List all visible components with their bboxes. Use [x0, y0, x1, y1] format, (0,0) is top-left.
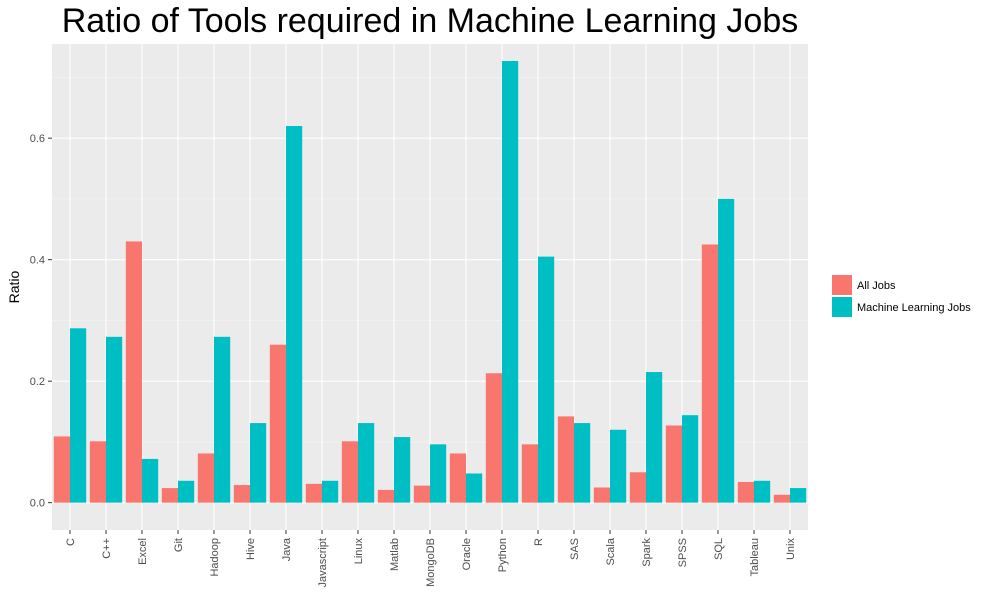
legend-label: Machine Learning Jobs: [857, 302, 971, 314]
bar-all-jobs-tableau: [737, 482, 754, 503]
x-tick-label: Tableau: [749, 538, 761, 577]
axes: 0.0 0.2 0.4 0.6 C C++ Excel Git Hadoop Hive Java Ja…: [6, 133, 797, 587]
bar-all-jobs-spark: [629, 472, 646, 503]
x-tick-label: C++: [101, 538, 113, 559]
bar-all-jobs-hadoop: [197, 453, 214, 503]
x-tick-label: Hive: [245, 538, 257, 560]
y-axis-title: Ratio: [6, 270, 22, 303]
bar-machine-learning-jobs-oracle: [466, 473, 483, 503]
bar-machine-learning-jobs-spss: [682, 415, 699, 503]
x-tick-label: MongoDB: [425, 538, 437, 587]
legend-key: [832, 297, 852, 317]
x-tick-label: Linux: [353, 538, 365, 565]
legend-key: [832, 275, 852, 295]
bar-machine-learning-jobs-matlab: [394, 437, 411, 503]
y-tick-label: 0.4: [30, 255, 45, 267]
x-tick-label: SPSS: [677, 538, 689, 567]
bar-machine-learning-jobs-sql: [718, 198, 735, 503]
x-tick-label: Hadoop: [209, 538, 221, 577]
chart-title: Ratio of Tools required in Machine Learn…: [61, 2, 799, 40]
x-tick-label: C: [65, 538, 77, 546]
y-tick-label: 0.2: [30, 376, 45, 388]
bar-machine-learning-jobs-mongodb: [430, 444, 447, 503]
bar-machine-learning-jobs-c: [106, 336, 123, 503]
x-tick-label: Java: [281, 537, 293, 561]
x-tick-label: Git: [173, 538, 185, 552]
bar-machine-learning-jobs-unix: [790, 488, 807, 503]
bar-machine-learning-jobs-hadoop: [214, 336, 231, 503]
bar-all-jobs-javascript: [305, 483, 322, 503]
x-tick-label: Scala: [605, 537, 617, 565]
bar-all-jobs-excel: [125, 241, 142, 503]
bar-machine-learning-jobs-r: [538, 256, 555, 503]
bar-machine-learning-jobs-javascript: [322, 480, 339, 503]
bar-all-jobs-oracle: [449, 453, 466, 503]
bar-all-jobs-git: [161, 488, 178, 503]
bar-machine-learning-jobs-tableau: [754, 480, 771, 503]
bar-all-jobs-c: [53, 436, 70, 503]
bar-all-jobs-java: [269, 344, 286, 503]
bar-machine-learning-jobs-hive: [250, 423, 267, 503]
bar-all-jobs-matlab: [377, 489, 394, 503]
bar-all-jobs-unix: [773, 494, 790, 503]
x-tick-label: Unix: [785, 538, 797, 561]
bar-machine-learning-jobs-java: [286, 126, 303, 503]
x-tick-label: Oracle: [461, 538, 473, 570]
x-tick-label: SQL: [713, 538, 725, 560]
bar-machine-learning-jobs-linux: [358, 423, 375, 503]
x-tick-label: Python: [497, 538, 509, 572]
x-tick-label: Spark: [641, 538, 653, 567]
bars-layer: [53, 61, 807, 503]
legend: All Jobs Machine Learning Jobs: [832, 275, 971, 317]
x-tick-label: Excel: [137, 538, 149, 565]
bar-machine-learning-jobs-python: [502, 61, 519, 503]
x-tick-label: SAS: [569, 538, 581, 560]
bar-all-jobs-mongodb: [413, 485, 430, 503]
bar-all-jobs-spss: [665, 425, 682, 503]
x-tick-label: R: [533, 538, 545, 546]
bar-machine-learning-jobs-scala: [610, 429, 627, 503]
bar-machine-learning-jobs-excel: [142, 458, 159, 503]
y-tick-label: 0.6: [30, 133, 45, 145]
bar-all-jobs-c: [89, 441, 106, 503]
y-tick-label: 0.0: [30, 498, 45, 510]
bar-machine-learning-jobs-spark: [646, 372, 663, 503]
x-tick-label: Matlab: [389, 538, 401, 571]
bar-all-jobs-sql: [701, 244, 718, 503]
bar-all-jobs-hive: [233, 485, 250, 503]
bar-machine-learning-jobs-sas: [574, 423, 591, 503]
x-tick-label: Javascript: [317, 538, 329, 588]
bar-all-jobs-sas: [557, 416, 574, 503]
bar-all-jobs-scala: [593, 487, 610, 503]
bar-all-jobs-r: [521, 444, 538, 503]
bar-all-jobs-python: [485, 373, 502, 503]
bar-machine-learning-jobs-git: [178, 480, 195, 503]
bar-machine-learning-jobs-c: [70, 328, 87, 503]
bar-all-jobs-linux: [341, 441, 358, 503]
legend-label: All Jobs: [857, 280, 896, 292]
